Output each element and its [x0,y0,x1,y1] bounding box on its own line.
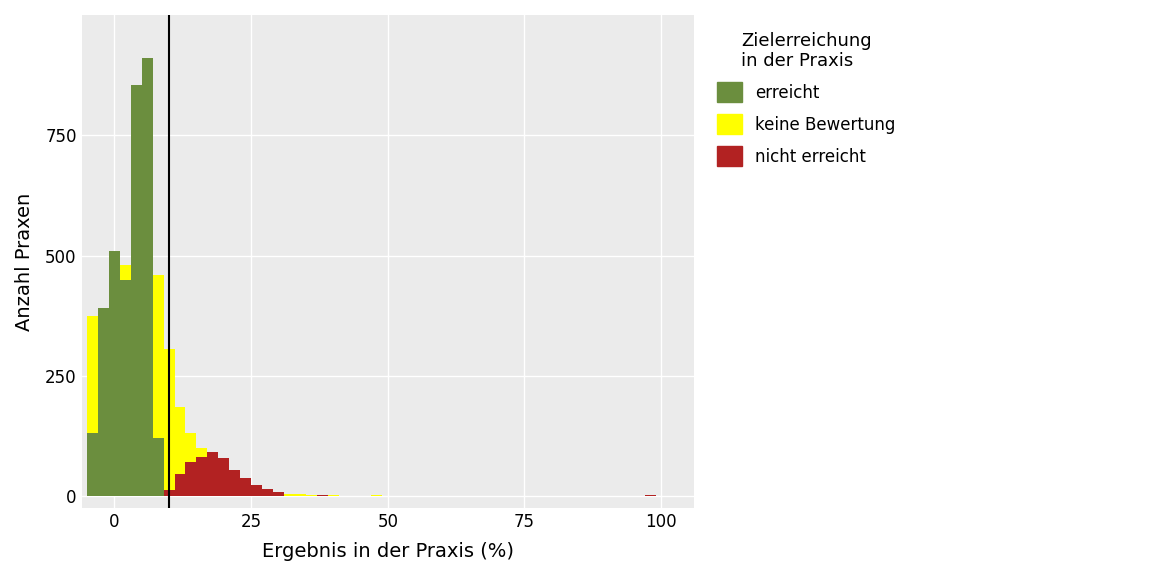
Bar [98,308,109,496]
Bar [153,275,164,496]
Bar [273,492,283,496]
Bar [131,85,142,496]
Bar [164,490,175,496]
Bar [295,494,305,496]
Bar [207,457,218,496]
Bar [262,490,273,496]
Bar [218,457,229,496]
Bar [88,316,98,496]
Bar [218,467,229,496]
Bar [131,260,142,496]
Bar [645,495,655,496]
Bar [317,495,327,496]
Bar [164,349,175,496]
Bar [207,452,218,496]
Bar [317,495,327,496]
Bar [240,484,251,496]
Bar [196,457,207,496]
Bar [175,407,185,496]
Bar [120,279,131,496]
Legend: erreicht, keine Bewertung, nicht erreicht: erreicht, keine Bewertung, nicht erreich… [708,24,904,175]
Bar [196,448,207,496]
Bar [88,434,98,496]
Bar [251,486,262,496]
Bar [229,469,240,496]
Bar [175,475,185,496]
X-axis label: Ergebnis in der Praxis (%): Ergebnis in der Praxis (%) [262,542,514,561]
Bar [283,494,295,496]
Bar [109,251,120,496]
Bar [142,63,153,496]
Bar [305,495,317,496]
Bar [273,492,283,496]
Bar [251,487,262,496]
Bar [371,495,382,496]
Bar [240,478,251,496]
Bar [120,265,131,496]
Bar [153,438,164,496]
Bar [142,58,153,496]
Bar [327,495,339,496]
Y-axis label: Anzahl Praxen: Anzahl Praxen [15,192,35,331]
Bar [185,434,196,496]
Bar [229,477,240,496]
Bar [645,495,655,496]
Bar [185,463,196,496]
Bar [109,311,120,496]
Bar [262,489,273,496]
Bar [98,318,109,496]
